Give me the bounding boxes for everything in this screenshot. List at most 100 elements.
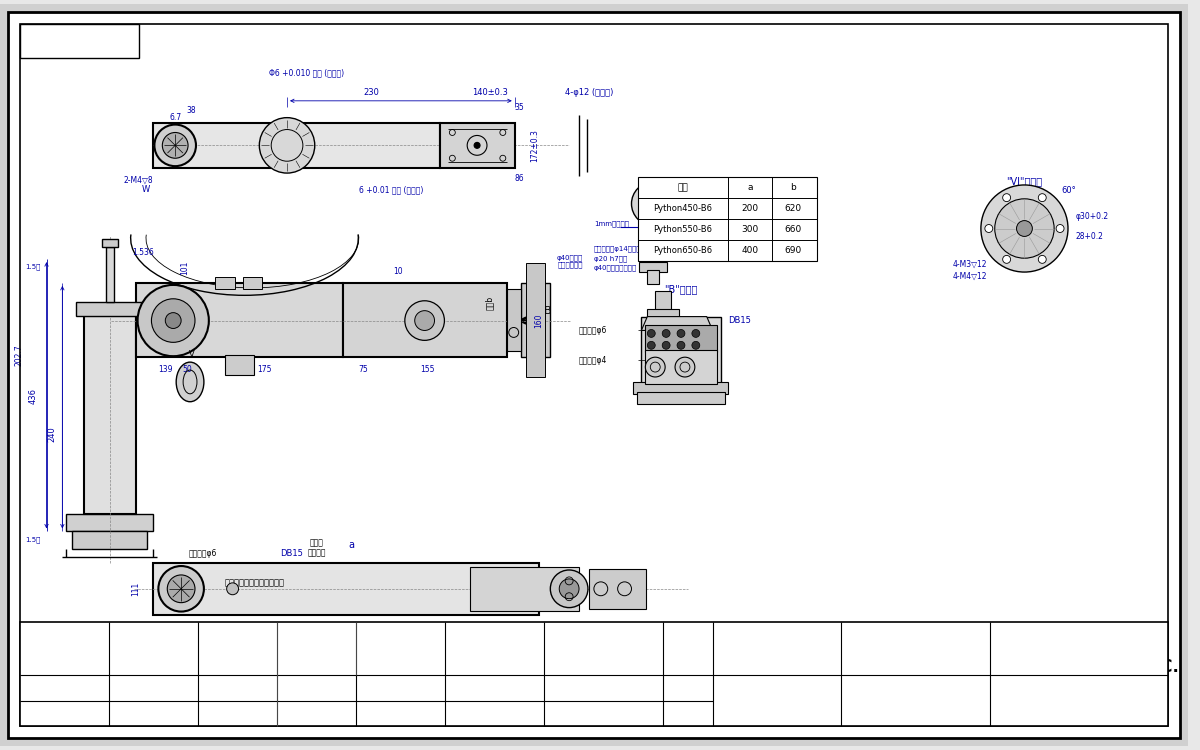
Circle shape — [551, 570, 588, 608]
Text: φ40机械停止位直径: φ40机械停止位直径 — [594, 265, 637, 272]
Text: 155: 155 — [420, 364, 434, 374]
Bar — [242, 277, 263, 289]
Circle shape — [227, 583, 239, 595]
Bar — [655, 291, 671, 310]
Text: 用户气管φ6: 用户气管φ6 — [580, 326, 607, 335]
Circle shape — [166, 313, 181, 328]
Circle shape — [259, 118, 314, 173]
Text: 1:7: 1:7 — [52, 706, 77, 721]
Text: 4-M4▽12: 4-M4▽12 — [952, 272, 986, 280]
Text: φ40成孔上
端限位置空距: φ40成孔上 端限位置空距 — [557, 254, 583, 268]
Text: 最大直径为φ14销通孔: 最大直径为φ14销通孔 — [594, 245, 641, 251]
Bar — [646, 238, 661, 264]
Text: 6 +0.01 管孔 (定位孔): 6 +0.01 管孔 (定位孔) — [359, 185, 424, 194]
Text: 机型: 机型 — [678, 183, 689, 192]
Text: 10: 10 — [394, 266, 403, 275]
Text: 660: 660 — [785, 225, 802, 234]
Bar — [647, 270, 659, 284]
Text: 300: 300 — [742, 225, 758, 234]
Text: 400: 400 — [742, 246, 758, 255]
Text: ROBOT PHOENIX INC.: ROBOT PHOENIX INC. — [979, 658, 1178, 676]
Text: 日期Date: 日期Date — [299, 634, 324, 640]
Text: 160: 160 — [534, 314, 542, 328]
Text: 操照按钮: 操照按钮 — [307, 549, 326, 558]
Text: 1.5下: 1.5下 — [25, 536, 41, 542]
Circle shape — [1003, 256, 1010, 263]
Text: 1457.47kg: 1457.47kg — [131, 656, 175, 665]
Bar — [647, 309, 679, 319]
Text: a: a — [348, 540, 354, 550]
Circle shape — [1038, 256, 1046, 263]
Text: 202.7: 202.7 — [14, 344, 23, 366]
Bar — [102, 239, 118, 248]
Text: 30: 30 — [679, 236, 689, 245]
Text: 200: 200 — [742, 204, 758, 213]
Text: 本图纸系我司资产，本文件不得擅自披露给第三方或作其他用途处理: 本图纸系我司资产，本文件不得擅自披露给第三方或作其他用途处理 — [107, 630, 200, 634]
Text: Python450-B6整机外形图: Python450-B6整机外形图 — [877, 682, 954, 692]
Text: 250: 250 — [275, 626, 289, 634]
Bar — [589, 569, 647, 608]
Text: 436: 436 — [28, 388, 37, 404]
Bar — [136, 283, 343, 357]
Bar — [19, 23, 138, 58]
Circle shape — [647, 329, 655, 338]
Bar — [470, 567, 580, 610]
Text: 1.5下: 1.5下 — [25, 264, 41, 271]
Text: DWG. NO.: DWG. NO. — [1082, 709, 1124, 718]
Text: DB15: DB15 — [281, 549, 304, 558]
Text: "VI"部视图: "VI"部视图 — [1007, 176, 1043, 186]
Text: 38: 38 — [186, 106, 196, 116]
Text: Python650-B6: Python650-B6 — [654, 246, 713, 255]
Text: 60°: 60° — [1062, 187, 1076, 196]
Polygon shape — [641, 316, 713, 331]
Text: 140±0.3: 140±0.3 — [472, 88, 508, 98]
Bar — [154, 563, 540, 614]
Text: 重量 MASS: 重量 MASS — [48, 656, 80, 665]
Circle shape — [155, 124, 196, 166]
Text: 45: 45 — [193, 626, 203, 634]
Bar — [641, 316, 720, 384]
Circle shape — [662, 329, 670, 338]
Text: Python450-B6: Python450-B6 — [654, 204, 713, 213]
Text: "B"部详图: "B"部详图 — [665, 284, 697, 294]
Text: 53.5: 53.5 — [676, 210, 692, 219]
Text: φ30+0.2: φ30+0.2 — [1076, 212, 1109, 221]
Text: 230: 230 — [364, 88, 379, 98]
Circle shape — [167, 575, 194, 603]
Text: written permission from Robot Phoenix.: written permission from Robot Phoenix. — [101, 665, 205, 670]
Text: 日期Date: 日期Date — [299, 660, 324, 666]
Text: 用户气管φ6: 用户气管φ6 — [188, 549, 217, 558]
Bar — [647, 204, 659, 230]
Circle shape — [151, 298, 194, 342]
Circle shape — [995, 199, 1054, 258]
Text: 用户气管φ4: 用户气管φ4 — [580, 356, 607, 364]
Circle shape — [1056, 224, 1064, 232]
Text: 绘图DWG.: 绘图DWG. — [223, 634, 252, 640]
Bar — [637, 392, 725, 404]
Text: 1.536: 1.536 — [133, 248, 155, 256]
Text: 139: 139 — [158, 364, 173, 374]
Text: 最大b: 最大b — [486, 296, 494, 310]
Text: a: a — [748, 183, 752, 192]
Circle shape — [677, 341, 685, 350]
Text: 机密文件: 机密文件 — [53, 627, 76, 638]
Circle shape — [138, 285, 209, 356]
Text: 4-φ12 (安装孔): 4-φ12 (安装孔) — [565, 88, 613, 98]
Bar — [66, 514, 154, 532]
Circle shape — [647, 341, 655, 350]
Text: 日期Date: 日期Date — [299, 686, 324, 692]
Text: 101: 101 — [180, 261, 190, 275]
Text: 名称: 名称 — [722, 682, 732, 692]
Bar — [641, 229, 665, 241]
Circle shape — [662, 341, 670, 350]
Text: 28+0.2: 28+0.2 — [1076, 232, 1104, 241]
Text: 济南翼菲自动化科技有限公司: 济南翼菲自动化科技有限公司 — [1020, 640, 1138, 655]
Text: 日期Date: 日期Date — [299, 711, 324, 718]
Bar — [77, 302, 144, 316]
Circle shape — [985, 224, 992, 232]
Text: W: W — [142, 185, 150, 194]
Circle shape — [692, 329, 700, 338]
Bar — [19, 622, 1168, 727]
Circle shape — [474, 142, 480, 148]
Text: B: B — [544, 306, 551, 316]
